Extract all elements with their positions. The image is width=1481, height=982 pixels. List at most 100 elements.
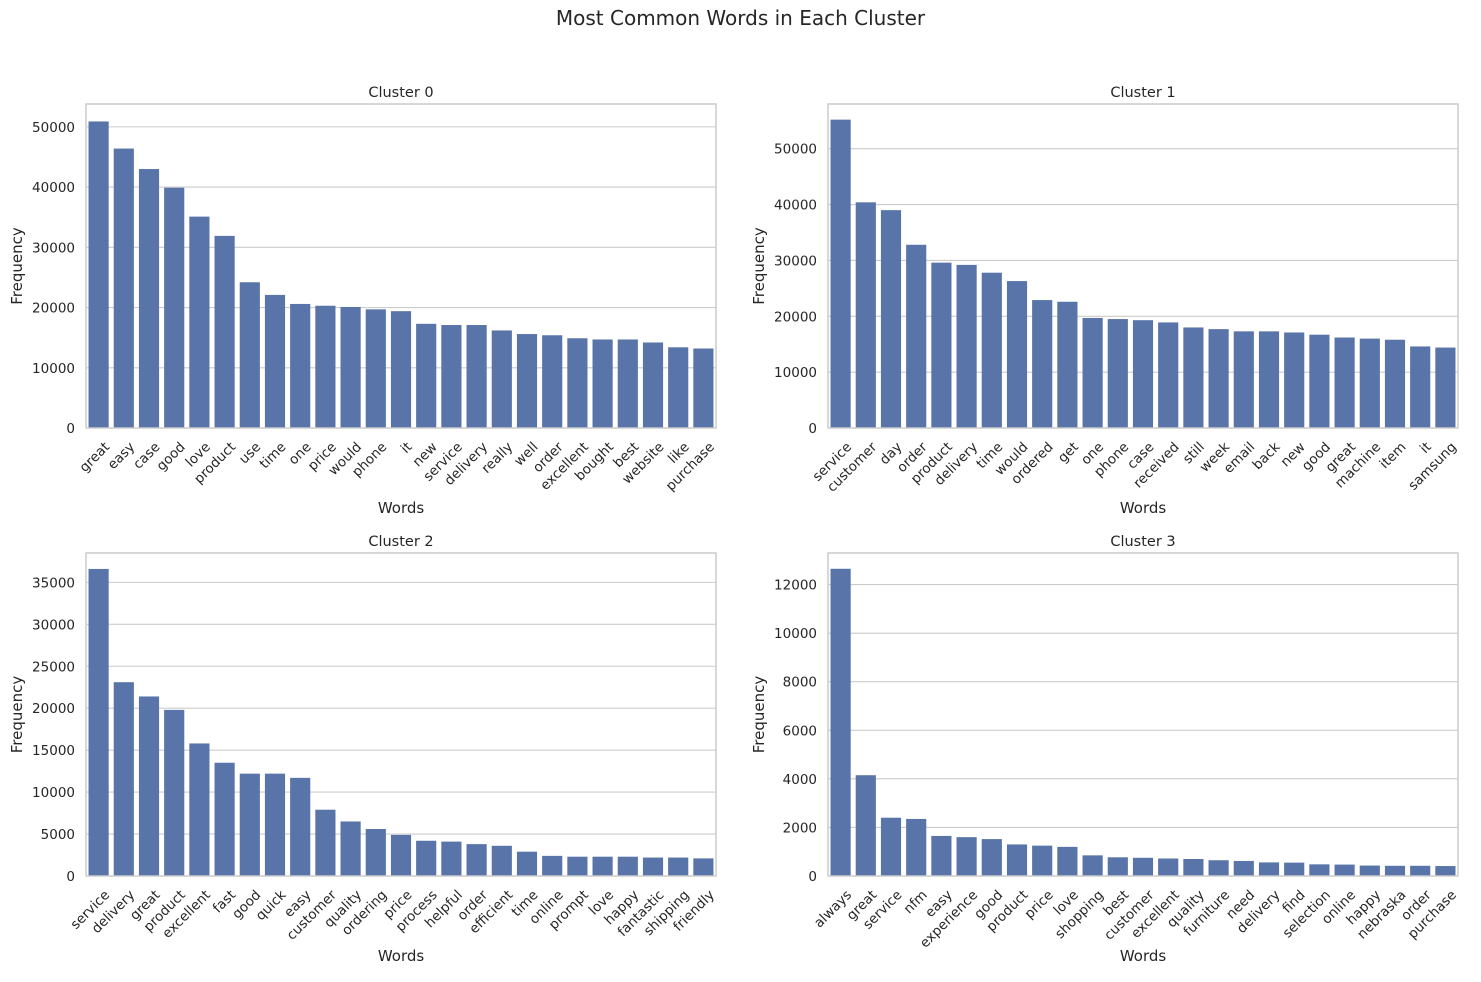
- y-tick-label: 5000: [41, 827, 75, 843]
- y-axis-label: Frequency: [750, 227, 768, 305]
- bar-great: [1334, 337, 1355, 428]
- y-tick-label: 2000: [783, 820, 817, 836]
- y-tick-label: 20000: [32, 301, 75, 317]
- bar-shopping: [1082, 855, 1103, 876]
- y-tick-label: 40000: [32, 180, 75, 196]
- plot-area: [828, 553, 1458, 876]
- bar-order: [1410, 865, 1431, 876]
- y-tick-label: 0: [66, 421, 75, 437]
- x-axis-label: Words: [1120, 499, 1167, 517]
- x-axis-label: Words: [378, 499, 425, 517]
- bar-customer: [1132, 857, 1154, 876]
- x-tick-label: get: [1055, 439, 1082, 466]
- bar-delivery: [113, 682, 134, 876]
- bar-excellent: [567, 338, 588, 428]
- bar-it: [390, 311, 412, 428]
- bar-fast: [214, 762, 235, 876]
- bar-email: [1233, 331, 1254, 428]
- x-tick-label: price: [1022, 887, 1057, 922]
- y-tick-label: 12000: [774, 578, 817, 594]
- axes-frame: [827, 103, 1459, 429]
- y-tick-label: 4000: [783, 772, 817, 788]
- y-tick-label: 30000: [774, 253, 817, 269]
- x-tick-label: easy: [105, 439, 139, 473]
- bar-friendly: [693, 858, 714, 876]
- bar-online: [1334, 864, 1355, 876]
- x-tick-label: item: [1377, 439, 1410, 472]
- subplot-cluster-3: 020004000600080001000012000alwaysgreatse…: [750, 534, 1460, 965]
- bar-service: [441, 325, 462, 428]
- x-axis-label: Words: [378, 947, 425, 965]
- bar-service: [880, 817, 902, 876]
- y-tick-label: 40000: [774, 198, 817, 214]
- bar-order: [466, 844, 487, 876]
- bar-samsung: [1435, 347, 1456, 428]
- bar-furniture: [1208, 860, 1229, 876]
- subplot-cluster-0: 01000020000300004000050000greateasycaseg…: [8, 85, 718, 517]
- bar-experience: [956, 837, 977, 876]
- bar-shipping: [668, 857, 689, 876]
- bar-delivery: [1258, 862, 1280, 876]
- subplot-title: Cluster 0: [368, 85, 433, 101]
- bar-nebraska: [1384, 865, 1406, 876]
- subplot-title: Cluster 3: [1110, 534, 1175, 550]
- y-tick-label: 50000: [774, 142, 817, 158]
- bar-bought: [592, 339, 613, 428]
- bar-quality: [1183, 859, 1204, 876]
- y-tick-label: 20000: [32, 701, 75, 717]
- bar-product: [931, 262, 952, 428]
- bar-well: [516, 334, 538, 428]
- x-tick-label: time: [257, 439, 290, 472]
- y-tick-label: 25000: [32, 659, 75, 675]
- bar-good: [239, 773, 260, 876]
- bar-nfm: [906, 818, 927, 876]
- bar-love: [1057, 846, 1078, 876]
- bar-still: [1183, 327, 1204, 428]
- bar-really: [491, 330, 512, 428]
- bar-price: [1032, 845, 1053, 876]
- bar-order: [542, 335, 563, 428]
- bar-process: [416, 840, 437, 876]
- bar-best: [1107, 857, 1128, 876]
- bar-ordering: [365, 829, 386, 876]
- bar-excellent: [1158, 858, 1179, 876]
- bar-phone: [1107, 319, 1128, 428]
- bar-great: [88, 121, 109, 428]
- bar-easy: [113, 148, 134, 428]
- bar-new: [1284, 332, 1305, 428]
- bar-best: [617, 339, 638, 428]
- bar-love: [189, 216, 210, 428]
- y-tick-label: 10000: [32, 361, 75, 377]
- axes-frame: [85, 103, 717, 429]
- bar-service: [830, 119, 851, 428]
- bar-product: [164, 709, 185, 876]
- bar-phone: [365, 309, 386, 428]
- bar-day: [880, 210, 902, 428]
- bar-delivery: [956, 264, 977, 428]
- bar-great: [855, 775, 876, 876]
- bar-would: [340, 306, 361, 428]
- y-tick-label: 50000: [32, 120, 75, 136]
- bar-excellent: [189, 743, 210, 876]
- subplot-title: Cluster 2: [368, 534, 433, 550]
- bar-fantastic: [642, 857, 664, 876]
- y-axis-label: Frequency: [8, 227, 26, 305]
- bar-it: [1410, 346, 1431, 428]
- bar-easy: [931, 835, 952, 876]
- y-tick-label: 15000: [32, 743, 75, 759]
- bar-time: [981, 272, 1002, 428]
- bar-need: [1233, 860, 1254, 876]
- y-tick-label: 0: [808, 869, 817, 885]
- bar-one: [1082, 317, 1103, 428]
- axes-frame: [85, 552, 717, 877]
- bar-get: [1057, 301, 1078, 428]
- bar-case: [1132, 320, 1154, 428]
- subplot-title: Cluster 1: [1110, 85, 1175, 101]
- y-tick-label: 20000: [774, 309, 817, 325]
- bar-online: [542, 855, 563, 876]
- y-tick-label: 10000: [32, 785, 75, 801]
- bar-purchase: [693, 348, 714, 428]
- bar-order: [906, 244, 927, 428]
- x-axis-label: Words: [1120, 947, 1167, 965]
